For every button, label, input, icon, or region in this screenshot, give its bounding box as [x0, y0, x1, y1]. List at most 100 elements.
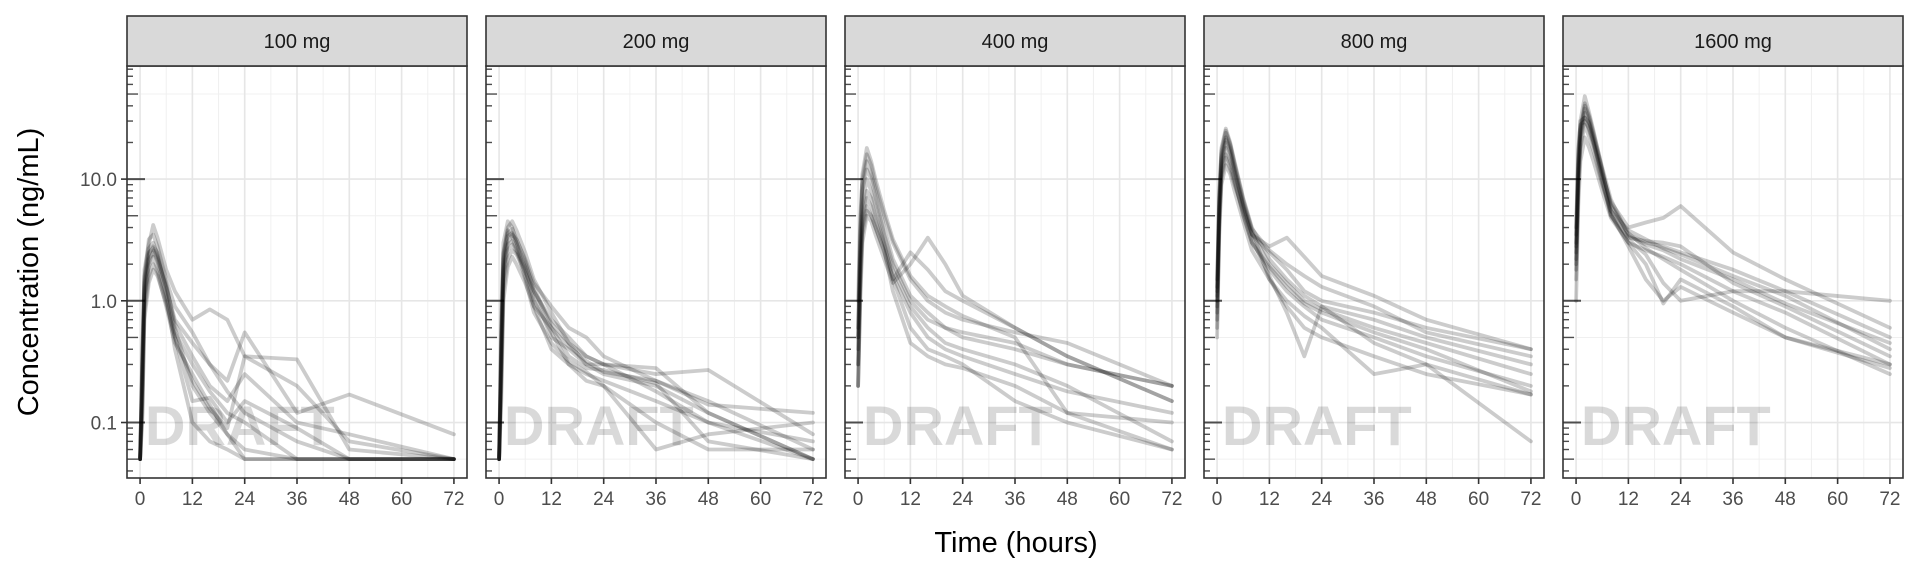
subject-line — [497, 228, 815, 461]
subject-line — [497, 219, 815, 461]
subject-line — [138, 232, 456, 461]
draft-watermark: DRAFT — [504, 394, 694, 457]
x-tick-label: 48 — [1416, 489, 1437, 510]
subject-line — [497, 231, 815, 461]
x-tick-label: 48 — [339, 489, 360, 510]
subject-line — [856, 177, 1174, 452]
facet-strip-label: 800 mg — [1341, 31, 1408, 53]
subject-line — [856, 167, 1174, 388]
x-tick-label: 0 — [1212, 489, 1223, 510]
subject-line — [138, 250, 456, 461]
x-tick-label: 72 — [1520, 489, 1541, 510]
x-tick-label: 60 — [1468, 489, 1489, 510]
x-tick-label: 12 — [182, 489, 203, 510]
subject-line — [1574, 106, 1892, 370]
x-tick-label: 60 — [750, 489, 771, 510]
facet-panel: DRAFT 200 mg 0 12 24 36 48 60 72 — [485, 15, 827, 510]
x-tick-label: 36 — [1004, 489, 1025, 510]
subject-line — [138, 254, 456, 461]
facet-strip-label: 1600 mg — [1694, 31, 1772, 53]
facet-panel: DRAFT 800 mg 0 12 24 36 48 60 72 — [1203, 15, 1545, 510]
x-tick-label: 36 — [286, 489, 307, 510]
x-tick-label: 12 — [541, 489, 562, 510]
x-tick-label: 24 — [952, 489, 974, 510]
x-tick-label: 24 — [234, 489, 256, 510]
facet-strip-label: 200 mg — [623, 31, 690, 53]
subject-line — [497, 254, 815, 461]
facet-panel: DRAFT 1600 mg 0 12 24 36 48 60 72 — [1562, 15, 1904, 510]
x-tick-label: 0 — [853, 489, 864, 510]
facet-panel: DRAFT 400 mg 0 12 24 36 48 60 72 — [844, 15, 1186, 510]
subject-line — [138, 262, 456, 461]
x-tick-label: 12 — [900, 489, 921, 510]
subject-line — [138, 248, 456, 461]
x-tick-label: 24 — [593, 489, 615, 510]
subject-line — [856, 152, 1174, 388]
subject-line — [1215, 140, 1533, 444]
y-tick-label: 0.1 — [91, 414, 117, 435]
facet-strip — [126, 15, 468, 67]
subject-line — [138, 267, 456, 461]
subject-line — [1574, 135, 1892, 367]
subject-line — [1574, 103, 1892, 376]
subject-line — [1215, 126, 1533, 367]
subject-line — [497, 242, 815, 461]
draft-watermark: DRAFT — [1581, 394, 1771, 457]
subject-line — [1574, 101, 1892, 345]
subject-line — [1574, 94, 1892, 340]
subject-line — [1215, 130, 1533, 397]
facet-panels: DRAFT 100 mg 0 12 24 36 48 60 72 0.1 1.0 10.0 DRAFT 2… — [80, 15, 1904, 510]
x-tick-label: 0 — [135, 489, 146, 510]
x-tick-label: 48 — [1057, 489, 1078, 510]
x-tick-label: 48 — [1775, 489, 1796, 510]
facet-strip-label: 100 mg — [264, 31, 331, 53]
subject-line — [497, 239, 815, 461]
x-tick-label: 0 — [1571, 489, 1582, 510]
subject-line — [1574, 119, 1892, 330]
facet-strip — [1562, 15, 1904, 67]
subject-line — [138, 240, 456, 461]
subject-line — [1574, 111, 1892, 367]
subject-line — [1215, 155, 1533, 352]
y-tick-label: 10.0 — [80, 170, 117, 191]
x-tick-label: 60 — [391, 489, 412, 510]
subject-line — [856, 196, 1174, 415]
facet-strip — [1203, 15, 1545, 67]
facet-strip — [485, 15, 827, 67]
subject-line — [1574, 122, 1892, 303]
subject-line — [856, 204, 1174, 403]
subject-line — [497, 219, 815, 461]
x-tick-label: 48 — [698, 489, 719, 510]
subject-line — [1215, 146, 1533, 388]
x-tick-label: 72 — [1879, 489, 1900, 510]
x-tick-label: 36 — [1363, 489, 1384, 510]
subject-line — [1215, 152, 1533, 394]
subject-line — [1215, 135, 1533, 352]
y-tick-label: 1.0 — [91, 292, 117, 313]
x-tick-label: 12 — [1618, 489, 1639, 510]
x-tick-label: 36 — [1722, 489, 1743, 510]
subject-line — [138, 223, 456, 461]
facet-panel: DRAFT 100 mg 0 12 24 36 48 60 72 0.1 1.0 10.0 — [80, 15, 468, 510]
subject-line — [1574, 115, 1892, 352]
subject-line — [856, 208, 1174, 452]
x-tick-label: 24 — [1670, 489, 1692, 510]
subject-line — [856, 213, 1174, 403]
facet-strip-label: 400 mg — [982, 31, 1049, 53]
x-axis-title: Time (hours) — [934, 527, 1097, 559]
subject-line — [138, 244, 456, 461]
x-tick-label: 60 — [1827, 489, 1848, 510]
x-tick-label: 60 — [1109, 489, 1130, 510]
subject-line — [138, 246, 456, 461]
subject-line — [856, 146, 1174, 425]
facet-strip — [844, 15, 1186, 67]
draft-watermark: DRAFT — [145, 394, 335, 457]
draft-watermark: DRAFT — [863, 394, 1053, 457]
subject-line — [1215, 163, 1533, 397]
subject-line — [1574, 115, 1892, 359]
x-tick-label: 72 — [802, 489, 823, 510]
x-tick-label: 36 — [645, 489, 666, 510]
subject-line — [1215, 128, 1533, 359]
x-tick-label: 72 — [1161, 489, 1182, 510]
